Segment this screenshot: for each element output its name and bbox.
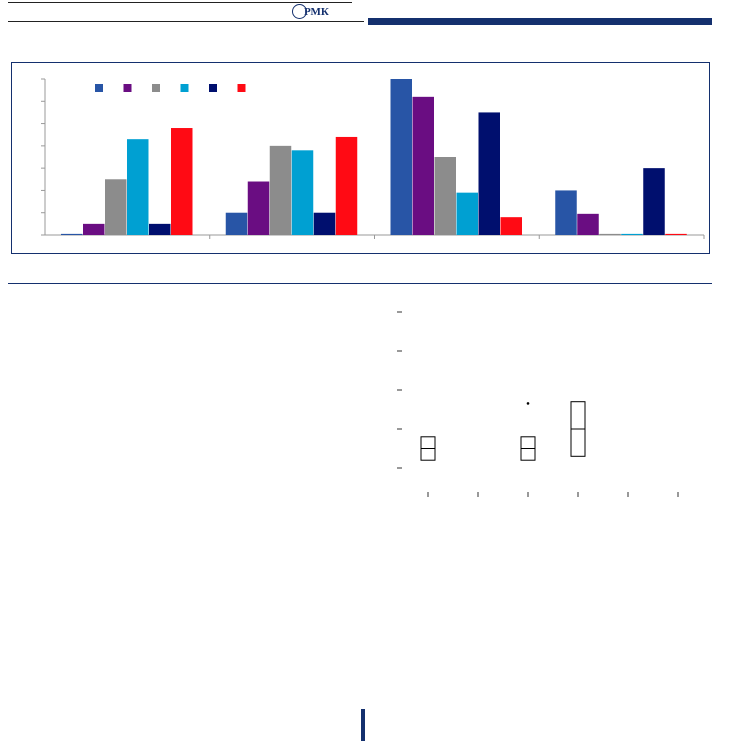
bar [555, 190, 577, 235]
box [420, 436, 436, 461]
legend-swatch [209, 84, 217, 92]
bar [434, 157, 456, 235]
bar-chart-frame [11, 62, 710, 254]
bar [412, 96, 434, 235]
bar [171, 128, 193, 235]
box [520, 436, 536, 461]
bar-chart [41, 78, 705, 239]
bar [105, 179, 127, 235]
bar [149, 223, 171, 235]
bar [621, 233, 643, 235]
bar [478, 112, 500, 235]
bar [335, 136, 358, 235]
footer-bar [361, 709, 365, 741]
box [570, 401, 586, 457]
bar [599, 233, 621, 235]
header-rule-top [8, 2, 352, 3]
legend-swatch [152, 84, 160, 92]
bar [665, 233, 687, 235]
bar [127, 139, 149, 235]
legend-swatch [180, 84, 189, 92]
logo-circle [292, 4, 307, 19]
bar [390, 79, 412, 235]
bar [313, 212, 336, 235]
bar [643, 168, 665, 235]
header-bar [368, 18, 712, 25]
bar [500, 217, 522, 235]
bar [225, 212, 248, 235]
bar [456, 192, 478, 235]
bar [291, 150, 314, 235]
bar [61, 233, 83, 235]
legend-swatch [95, 84, 103, 92]
logo-text: РМК [304, 6, 329, 18]
company-logo: РМК [292, 4, 329, 20]
outlier-point [526, 402, 530, 405]
bar [269, 145, 292, 235]
bar [247, 181, 270, 235]
box-plot-chart [390, 187, 710, 510]
bar [577, 213, 599, 235]
section-divider [8, 283, 712, 284]
legend-swatch [123, 84, 132, 92]
header-rule [8, 21, 364, 22]
bar [83, 223, 105, 235]
box-plot-svg [397, 187, 679, 497]
legend-swatch [237, 84, 246, 92]
